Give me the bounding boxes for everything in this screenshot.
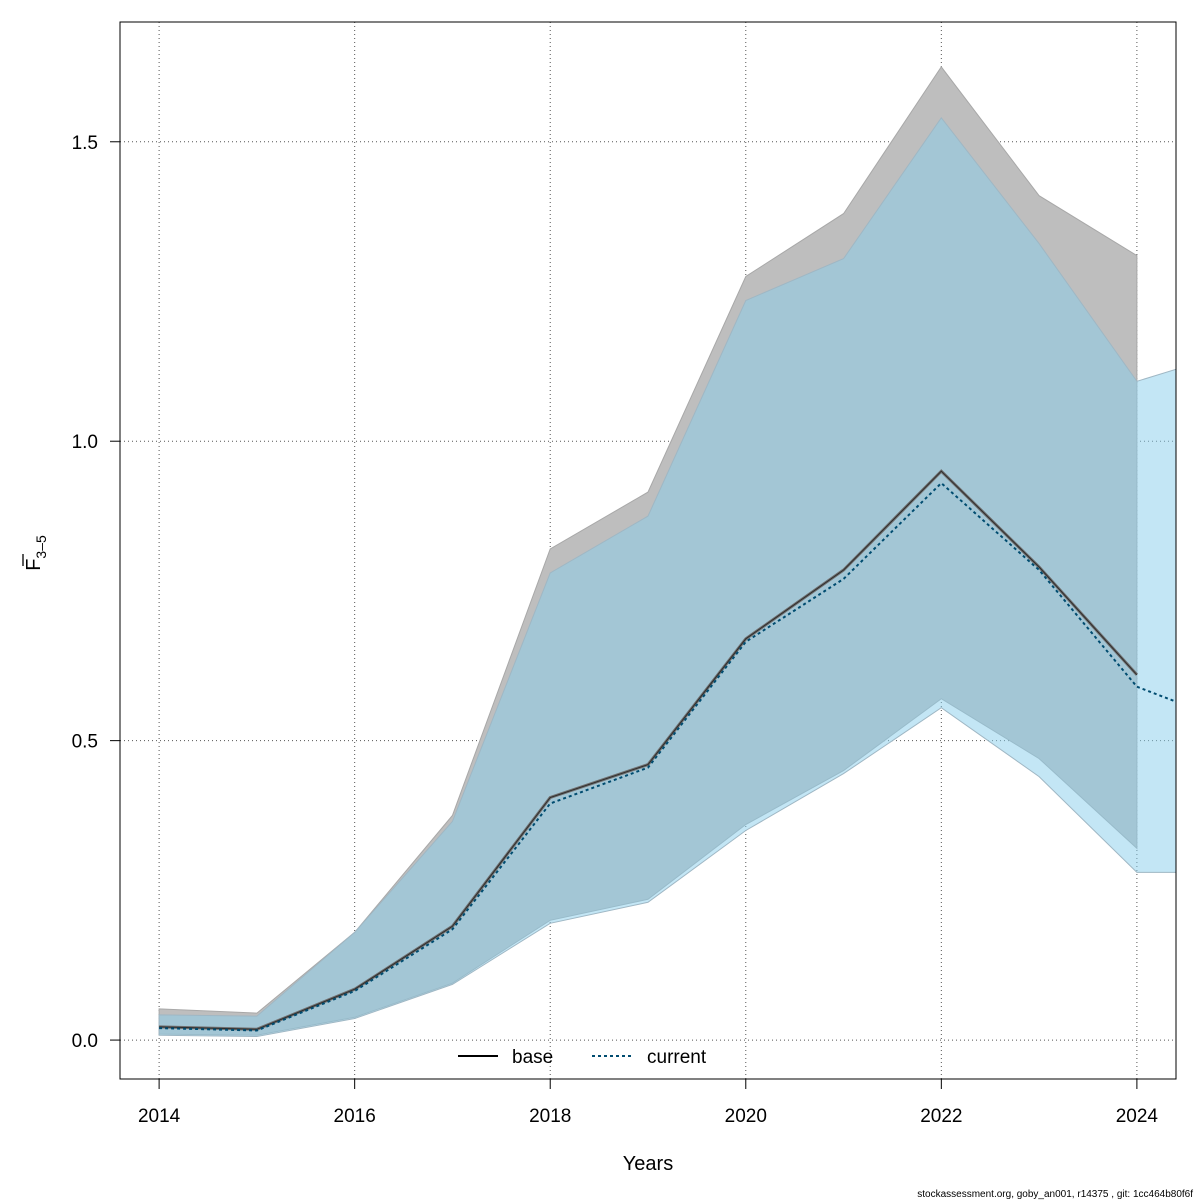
y-tick-label-1.0: 1.0 [72,432,98,453]
x-tick-label-2018: 2018 [529,1106,571,1127]
plot-frame [119,21,1177,1080]
y-tick-label-0.5: 0.5 [72,732,98,753]
x-tick-label-2024: 2024 [1116,1106,1159,1127]
axes: 2014 2016 2018 2020 2022 2024 0.0 0.5 1.0 1.5 [72,133,1159,1127]
line-current [159,481,1177,1032]
x-tick-label-2016: 2016 [334,1106,376,1127]
y-axis-title-main: F [23,559,45,571]
legend: base current [458,1047,707,1068]
x-tick-label-2020: 2020 [725,1106,767,1127]
y-tick-label-1.5: 1.5 [72,133,98,154]
y-axis-title: F3–5 [22,535,49,571]
y-axis-title-subscript: 3–5 [33,535,49,559]
x-tick-label-2014: 2014 [138,1106,181,1127]
y-tick-label-0.0: 0.0 [72,1031,98,1052]
x-tick-label-2022: 2022 [920,1106,962,1127]
svg-text:F3–5: F3–5 [23,535,49,571]
x-axis-title: Years [623,1153,673,1175]
series-lines [159,469,1177,1032]
footer-note: stockassessment.org, goby_an001, r14375 … [917,1189,1193,1200]
legend-label-base: base [512,1047,553,1068]
line-base [159,470,1138,1030]
legend-label-current: current [647,1047,707,1068]
band-current [158,116,1177,1038]
